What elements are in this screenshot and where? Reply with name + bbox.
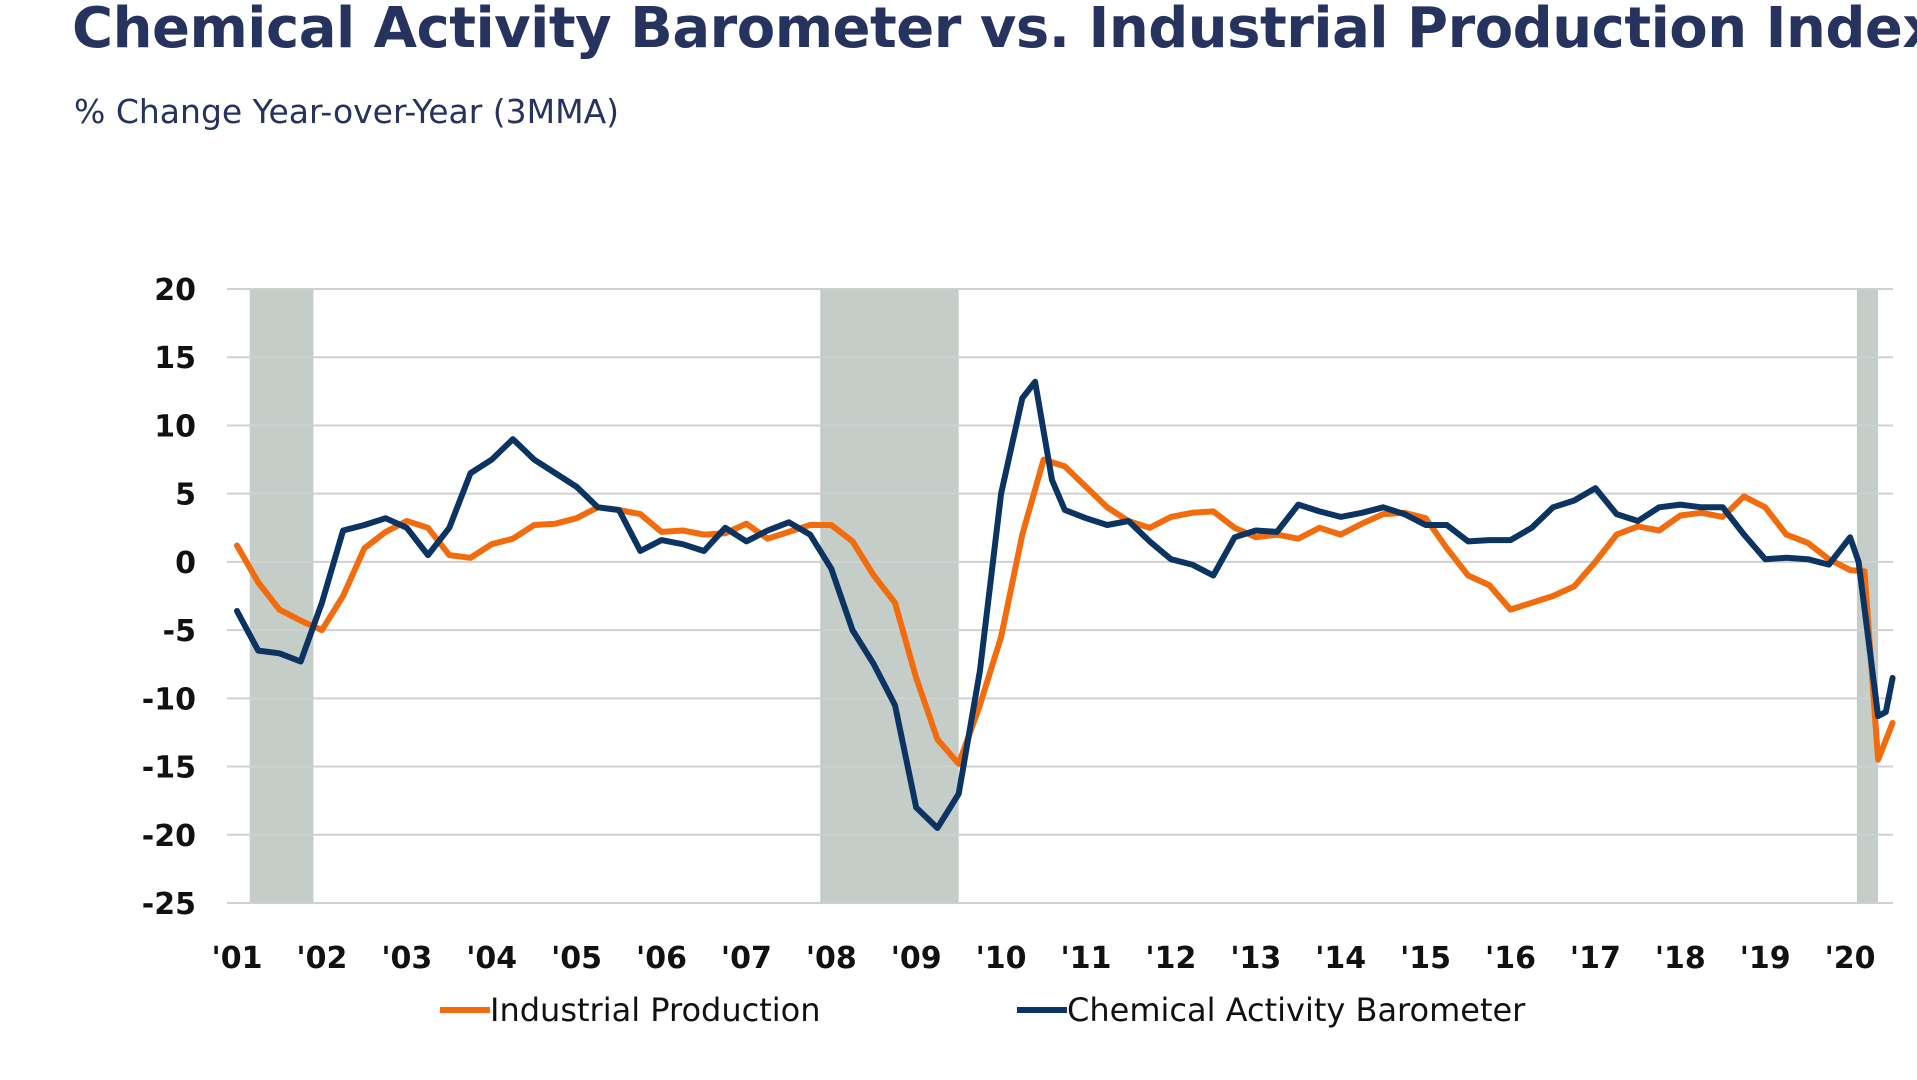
x-tick-label: '14 (1315, 941, 1366, 976)
x-tick-label: '10 (976, 941, 1027, 976)
y-tick-label: 10 (154, 409, 196, 444)
x-tick-label: '04 (466, 941, 517, 976)
y-tick-label: 5 (175, 478, 196, 513)
legend-label: Industrial Production (490, 991, 821, 1029)
series-line-chemical-activity-barometer (234, 378, 1896, 831)
x-tick-label: '06 (636, 941, 687, 976)
recession-shading (249, 289, 314, 903)
x-tick-label: '07 (721, 941, 772, 976)
y-tick-label: -15 (142, 751, 196, 786)
x-tick-label: '17 (1570, 941, 1621, 976)
x-tick-label: '03 (381, 941, 432, 976)
x-tick-label: '09 (891, 941, 942, 976)
x-tick-label: '19 (1740, 941, 1791, 976)
x-tick-label: '11 (1061, 941, 1112, 976)
x-tick-label: '13 (1230, 941, 1281, 976)
y-tick-label: -20 (142, 819, 196, 854)
x-tick-label: '20 (1825, 941, 1876, 976)
x-tick-label: '16 (1485, 941, 1536, 976)
x-tick-label: '12 (1145, 941, 1196, 976)
chart-title: Chemical Activity Barometer vs. Industri… (72, 0, 1917, 61)
y-tick-label: -25 (142, 887, 196, 922)
x-tick-label: '01 (212, 941, 263, 976)
x-tick-label: '05 (551, 941, 602, 976)
y-tick-label: 0 (175, 546, 196, 581)
y-tick-label: 20 (154, 273, 196, 308)
x-tick-label: '18 (1655, 941, 1706, 976)
chart-subtitle: % Change Year-over-Year (3MMA) (74, 92, 620, 131)
legend-label: Chemical Activity Barometer (1067, 991, 1526, 1029)
x-tick-label: '02 (296, 941, 347, 976)
y-tick-label: -10 (142, 682, 196, 717)
y-tick-label: -5 (163, 614, 196, 649)
x-tick-label: '15 (1400, 941, 1451, 976)
series-line-industrial-production (234, 456, 1896, 767)
x-tick-label: '08 (806, 941, 857, 976)
y-tick-label: 15 (154, 341, 196, 376)
